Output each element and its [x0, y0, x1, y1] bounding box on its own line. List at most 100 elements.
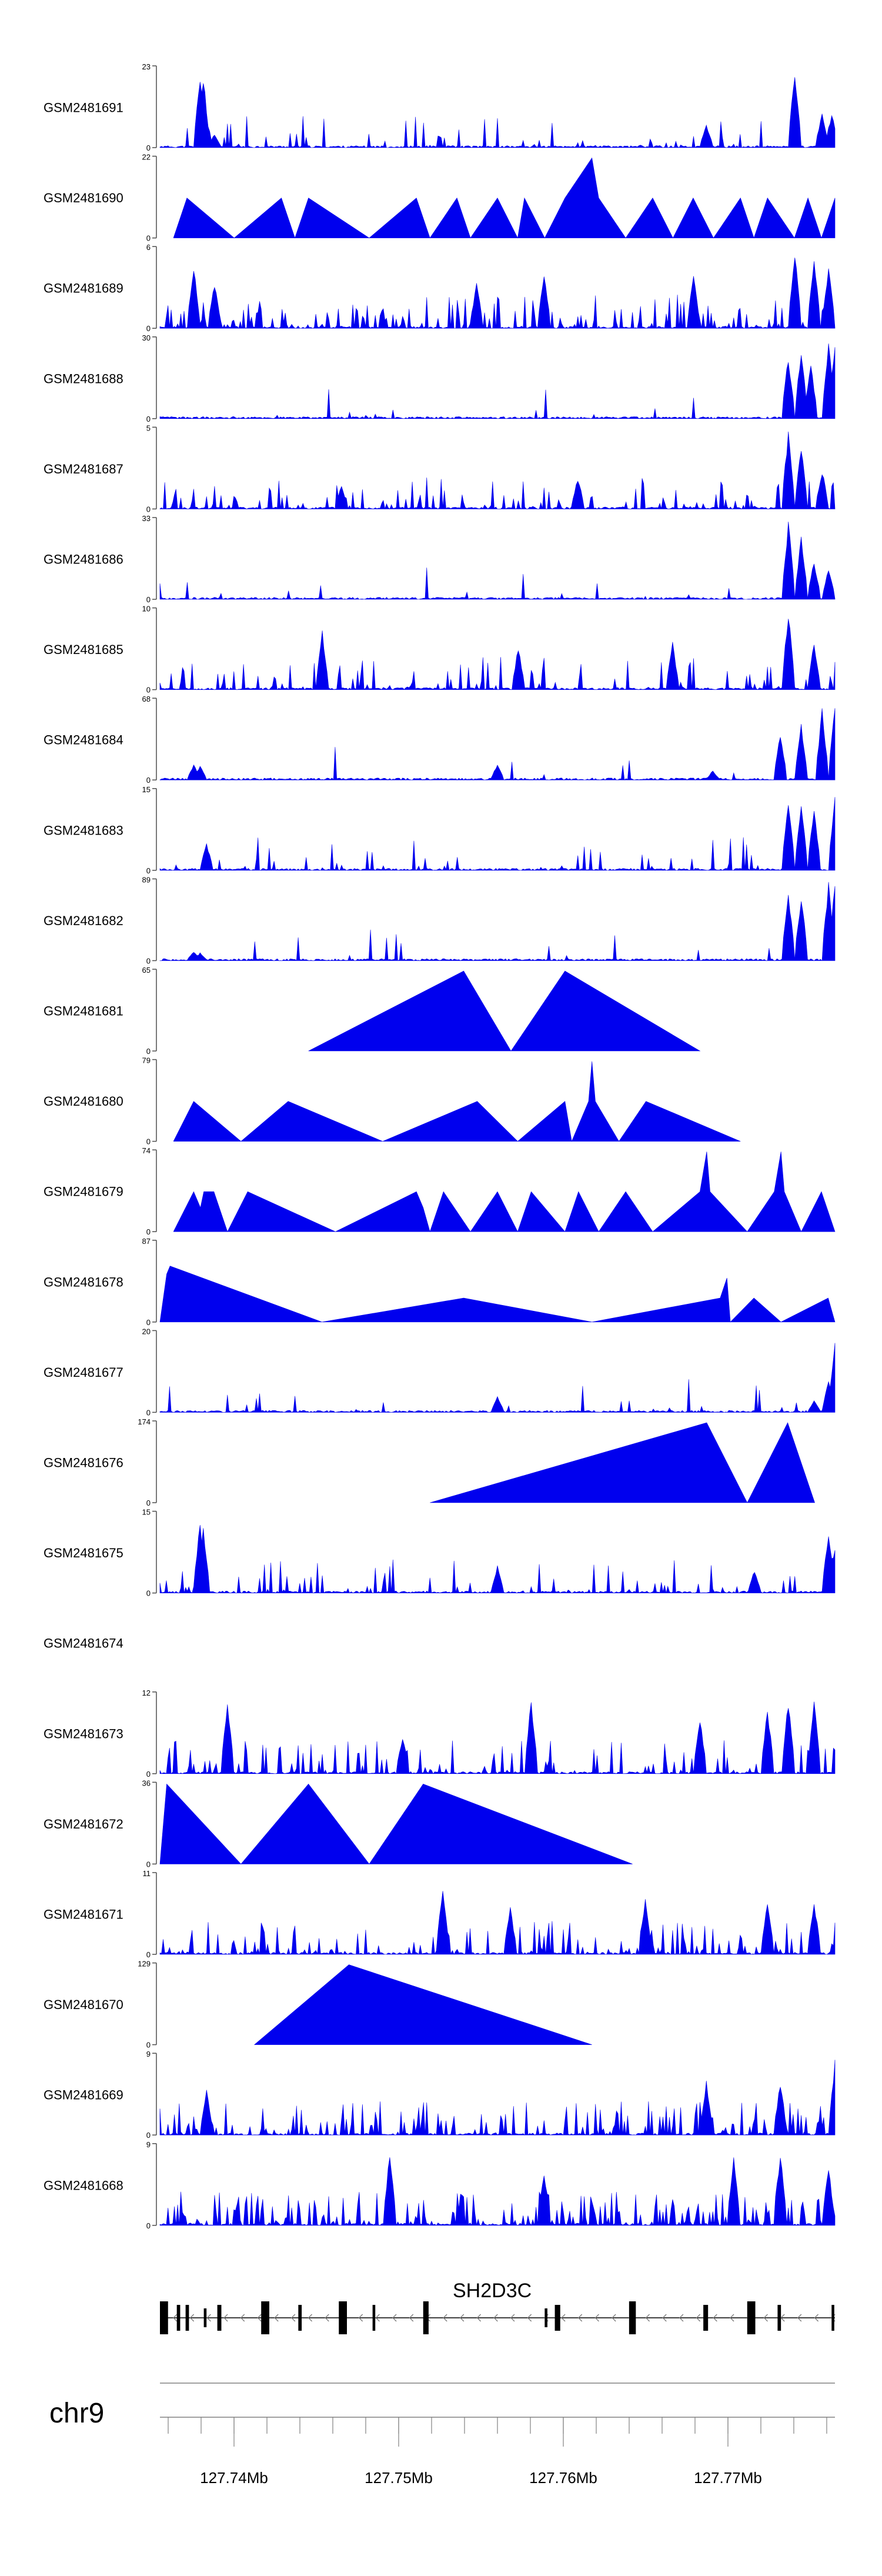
- strand-arrow-icon: [206, 2314, 211, 2322]
- track-GSM2481689: GSM2481689 6 0: [44, 243, 836, 333]
- y-min-label: 0: [146, 505, 151, 513]
- y-max-label: 15: [142, 1508, 151, 1517]
- y-min-label: 0: [146, 866, 151, 875]
- y-min-label: 0: [146, 1950, 151, 1959]
- gene-exon: [261, 2301, 269, 2334]
- track-GSM2481677: GSM2481677 20 0: [44, 1327, 836, 1417]
- y-max-label: 33: [142, 514, 151, 523]
- gene-exon: [423, 2301, 429, 2334]
- coverage-area: [173, 157, 836, 239]
- y-min-label: 0: [146, 2131, 151, 2140]
- y-max-label: 74: [142, 1146, 151, 1155]
- y-min-label: 0: [146, 1318, 151, 1327]
- y-min-label: 0: [146, 1499, 151, 1507]
- strand-arrow-icon: [459, 2314, 465, 2322]
- track-label: GSM2481668: [44, 2178, 123, 2193]
- strand-arrow-icon: [358, 2314, 363, 2322]
- gene-exon: [544, 2308, 547, 2327]
- y-min-label: 0: [146, 1047, 151, 1056]
- track-label: GSM2481684: [44, 733, 123, 748]
- y-max-label: 87: [142, 1237, 151, 1246]
- track-label: GSM2481687: [44, 462, 123, 476]
- coverage-area: [159, 77, 836, 148]
- track-GSM2481685: GSM2481685 10 0: [44, 605, 836, 695]
- gene-exon: [339, 2301, 347, 2334]
- track-label: GSM2481690: [44, 191, 123, 205]
- y-min-label: 0: [146, 2041, 151, 2050]
- track-GSM2481669: GSM2481669 9 0: [44, 2050, 836, 2140]
- strand-arrow-icon: [189, 2314, 195, 2322]
- strand-arrow-icon: [696, 2314, 701, 2322]
- gene-exon: [703, 2305, 709, 2331]
- track-label: GSM2481675: [44, 1546, 123, 1560]
- axis-tick-label: 127.74Mb: [200, 2469, 268, 2487]
- y-max-label: 20: [142, 1327, 151, 1336]
- gene-name-label: SH2D3C: [453, 2280, 532, 2302]
- track-GSM2481687: GSM2481687 5 0: [44, 423, 836, 513]
- strand-arrow-icon: [797, 2314, 802, 2322]
- coverage-area: [308, 970, 701, 1052]
- strand-arrow-icon: [409, 2314, 414, 2322]
- y-max-label: 65: [142, 966, 151, 975]
- coverage-area: [159, 1343, 836, 1413]
- strand-arrow-icon: [612, 2314, 616, 2322]
- track-label: GSM2481676: [44, 1456, 123, 1470]
- coverage-area: [159, 1891, 836, 1955]
- track-label: GSM2481688: [44, 371, 123, 386]
- strand-arrow-icon: [173, 2314, 178, 2322]
- track-GSM2481686: GSM2481686 33 0: [44, 514, 836, 604]
- coverage-area: [159, 708, 836, 780]
- gene-exon: [160, 2301, 168, 2334]
- track-GSM2481673: GSM2481673 12 0: [44, 1689, 836, 1778]
- track-GSM2481691: GSM2481691 23 0: [44, 62, 836, 152]
- coverage-area: [430, 1422, 816, 1503]
- strand-arrow-icon: [325, 2314, 329, 2322]
- track-GSM2481668: GSM2481668 9 0: [44, 2140, 836, 2230]
- strand-arrow-icon: [375, 2314, 380, 2322]
- gene-exon: [747, 2301, 756, 2334]
- coverage-area: [159, 797, 836, 871]
- strand-arrow-icon: [662, 2314, 667, 2322]
- coverage-area: [159, 1701, 836, 1774]
- strand-arrow-icon: [713, 2314, 717, 2322]
- coverage-area: [253, 1964, 592, 2045]
- y-min-label: 0: [146, 324, 151, 333]
- coverage-area: [159, 431, 836, 510]
- track-label: GSM2481686: [44, 552, 123, 567]
- strand-arrow-icon: [510, 2314, 515, 2322]
- coverage-area: [159, 343, 836, 419]
- gene-exon: [217, 2305, 222, 2331]
- gene-exon: [629, 2301, 636, 2334]
- chromosome-label: chr9: [49, 2398, 105, 2429]
- y-max-label: 174: [138, 1417, 151, 1426]
- y-min-label: 0: [146, 1860, 151, 1868]
- coverage-area: [159, 882, 836, 961]
- track-label: GSM2481669: [44, 2088, 123, 2103]
- strand-arrow-icon: [763, 2314, 768, 2322]
- strand-arrow-icon: [561, 2314, 566, 2322]
- genome-axis: [160, 2383, 835, 2447]
- track-label: GSM2481682: [44, 913, 123, 928]
- coverage-area: [159, 258, 836, 329]
- track-GSM2481671: GSM2481671 11 0: [44, 1869, 836, 1959]
- y-max-label: 22: [142, 153, 151, 162]
- gene-exon: [298, 2305, 302, 2331]
- y-min-label: 0: [146, 776, 151, 785]
- track-label: GSM2481674: [44, 1636, 123, 1651]
- track-label: GSM2481673: [44, 1726, 123, 1741]
- gene-exon: [831, 2305, 834, 2331]
- strand-arrow-icon: [730, 2314, 734, 2322]
- y-max-label: 9: [146, 2050, 151, 2058]
- y-min-label: 0: [146, 415, 151, 423]
- gene-exon: [372, 2305, 376, 2331]
- strand-arrow-icon: [240, 2314, 245, 2322]
- track-GSM2481679: GSM2481679 74 0: [44, 1146, 836, 1236]
- strand-arrow-icon: [308, 2314, 313, 2322]
- coverage-area: [159, 522, 836, 600]
- gene-exon: [185, 2305, 189, 2331]
- strand-arrow-icon: [274, 2314, 279, 2322]
- strand-arrow-icon: [527, 2314, 532, 2322]
- strand-arrow-icon: [645, 2314, 650, 2322]
- strand-arrow-icon: [290, 2314, 296, 2322]
